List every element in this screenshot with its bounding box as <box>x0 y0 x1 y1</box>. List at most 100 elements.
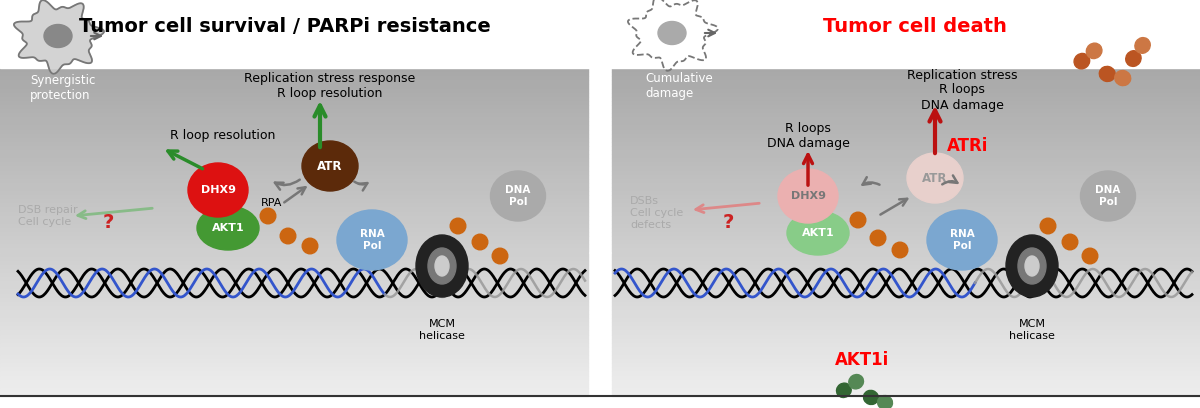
Text: ATRi: ATRi <box>947 137 989 155</box>
Bar <box>612 93 1200 97</box>
Text: DSB repair
Cell cycle: DSB repair Cell cycle <box>18 205 78 227</box>
Bar <box>0 76 588 80</box>
Ellipse shape <box>778 169 838 223</box>
Bar <box>612 191 1200 195</box>
Bar <box>612 392 1200 396</box>
Bar <box>612 154 1200 158</box>
Bar <box>0 273 588 277</box>
Bar <box>0 166 588 171</box>
Bar <box>612 244 1200 248</box>
Bar <box>0 84 588 89</box>
Text: ?: ? <box>102 213 114 233</box>
Bar <box>0 281 588 285</box>
Ellipse shape <box>877 395 893 408</box>
Bar <box>612 158 1200 162</box>
Text: RPA: RPA <box>262 198 283 208</box>
Ellipse shape <box>848 375 864 389</box>
Bar <box>612 359 1200 363</box>
Text: DHX9: DHX9 <box>200 185 235 195</box>
Bar <box>0 211 588 215</box>
Bar <box>612 285 1200 289</box>
Bar <box>0 68 588 72</box>
Circle shape <box>473 234 487 250</box>
Bar <box>612 101 1200 105</box>
Bar <box>612 142 1200 146</box>
Text: ATR: ATR <box>923 171 948 184</box>
Bar <box>0 314 588 318</box>
Bar <box>612 146 1200 150</box>
Text: DHX9: DHX9 <box>791 191 826 201</box>
Bar <box>0 379 588 384</box>
Bar <box>0 150 588 154</box>
Ellipse shape <box>1099 67 1115 82</box>
Bar <box>612 199 1200 203</box>
Bar <box>0 326 588 330</box>
Ellipse shape <box>658 22 686 44</box>
Bar <box>0 207 588 211</box>
Text: MCM
helicase: MCM helicase <box>1009 319 1055 341</box>
Bar <box>612 314 1200 318</box>
Bar <box>612 339 1200 343</box>
Bar <box>612 355 1200 359</box>
Bar <box>0 199 588 203</box>
Bar <box>612 215 1200 220</box>
Text: R loops
DNA damage: R loops DNA damage <box>767 122 850 150</box>
Bar <box>0 113 588 117</box>
Bar <box>612 113 1200 117</box>
Bar <box>612 129 1200 133</box>
Bar <box>612 183 1200 187</box>
Ellipse shape <box>1006 235 1058 297</box>
Bar <box>612 203 1200 207</box>
Ellipse shape <box>1080 171 1135 221</box>
Text: RNA
Pol: RNA Pol <box>949 229 974 251</box>
Bar <box>612 187 1200 191</box>
Text: DNA
Pol: DNA Pol <box>505 185 530 207</box>
Bar <box>0 351 588 355</box>
Ellipse shape <box>302 141 358 191</box>
Ellipse shape <box>1115 71 1130 86</box>
Bar <box>612 273 1200 277</box>
Bar <box>612 322 1200 326</box>
Bar <box>612 343 1200 347</box>
Bar <box>612 171 1200 175</box>
Bar <box>612 240 1200 244</box>
Ellipse shape <box>1074 53 1090 69</box>
Bar <box>612 388 1200 392</box>
Bar <box>0 195 588 199</box>
Text: AKT1: AKT1 <box>802 228 834 238</box>
Bar <box>0 240 588 244</box>
Bar <box>0 154 588 158</box>
Ellipse shape <box>337 210 407 270</box>
Bar <box>0 244 588 248</box>
Bar <box>612 80 1200 84</box>
Bar <box>612 351 1200 355</box>
Bar <box>0 367 588 371</box>
Bar <box>612 195 1200 199</box>
Bar <box>0 133 588 138</box>
Bar <box>0 335 588 339</box>
Bar <box>0 322 588 326</box>
Bar <box>0 228 588 232</box>
Text: AKT1: AKT1 <box>211 223 245 233</box>
Bar <box>612 297 1200 302</box>
Circle shape <box>302 238 318 254</box>
Bar <box>612 84 1200 89</box>
Bar <box>0 158 588 162</box>
Ellipse shape <box>436 256 449 276</box>
Bar <box>0 261 588 265</box>
Bar <box>0 257 588 261</box>
Bar <box>612 326 1200 330</box>
Text: ATR: ATR <box>317 160 343 173</box>
Bar <box>0 171 588 175</box>
Bar <box>612 117 1200 121</box>
Bar <box>0 375 588 379</box>
Bar <box>612 72 1200 76</box>
Bar <box>612 150 1200 154</box>
Bar <box>0 392 588 396</box>
Bar <box>612 76 1200 80</box>
Bar <box>612 220 1200 224</box>
Bar <box>612 330 1200 335</box>
Bar <box>0 289 588 293</box>
Bar <box>0 339 588 343</box>
Bar <box>612 289 1200 293</box>
